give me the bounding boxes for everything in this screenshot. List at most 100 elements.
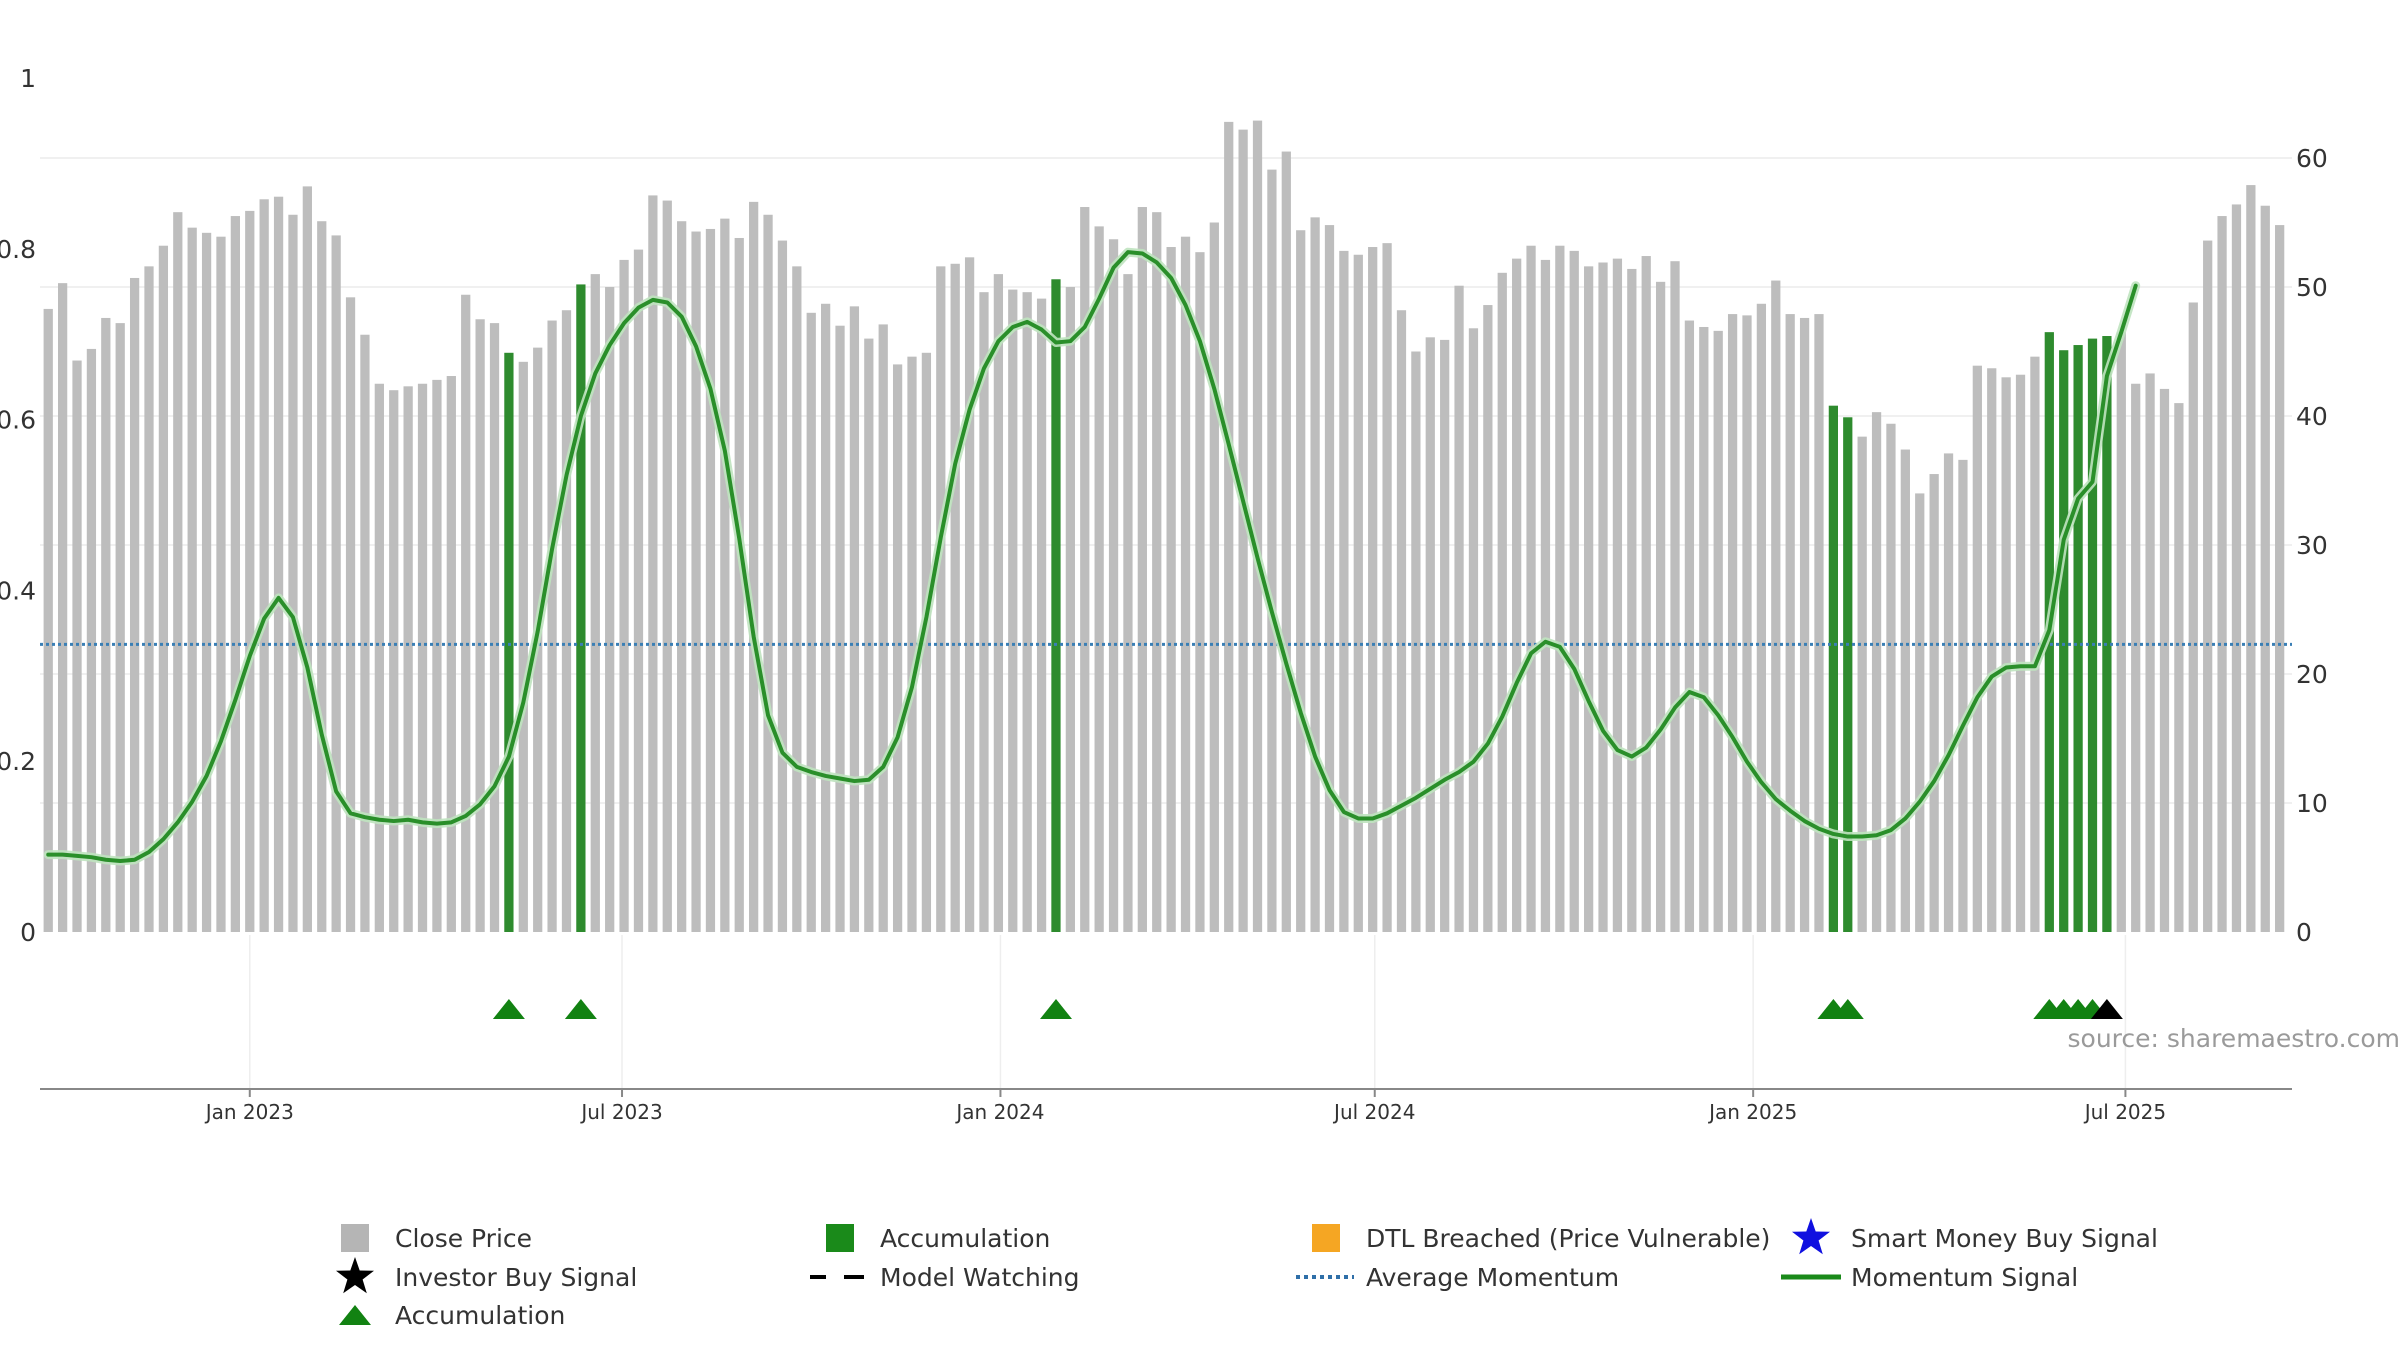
close-price-bar — [1641, 256, 1651, 932]
close-price-bar — [1742, 315, 1752, 932]
close-price-bar — [1411, 351, 1421, 932]
close-price-bar — [1008, 289, 1018, 933]
investor-buy-marker — [2090, 999, 2123, 1019]
accumulation-bar — [504, 352, 514, 932]
close-price-bar — [892, 364, 903, 932]
close-price-bar — [489, 323, 500, 932]
right-axis-tick-label: 50 — [2296, 273, 2328, 302]
close-price-bar — [691, 231, 701, 932]
close-price-bar — [677, 221, 687, 932]
accumulation-bar — [2087, 338, 2098, 933]
close-price-bar — [86, 348, 97, 932]
close-price-bar — [1440, 339, 1450, 932]
close-price-bar — [1512, 258, 1522, 932]
close-price-bar — [547, 320, 557, 932]
close-price-bar — [864, 338, 874, 933]
close-price-bar — [936, 266, 946, 932]
close-price-bar — [43, 308, 53, 932]
close-price-bar — [446, 376, 456, 932]
close-price-bar — [1814, 314, 1824, 933]
close-price-bar — [1396, 310, 1407, 933]
close-price-bar — [921, 352, 932, 932]
close-price-bar — [1353, 254, 1363, 932]
close-price-bar — [1483, 305, 1493, 932]
close-price-bar — [1929, 474, 1939, 932]
close-price-bar — [1771, 280, 1781, 932]
close-price-bar — [1368, 247, 1378, 932]
close-price-bar — [633, 249, 644, 933]
source-label: source: sharemaestro.com — [2068, 1024, 2400, 1053]
close-price-bar — [590, 274, 600, 933]
close-price-bar — [1022, 292, 1032, 932]
close-price-bar — [1267, 169, 1277, 933]
right-axis-tick-label: 0 — [2296, 918, 2312, 947]
close-price-bar — [1180, 236, 1191, 932]
legend-label: Model Watching — [880, 1263, 1080, 1292]
x-axis-tick-label: Jul 2025 — [2083, 1100, 2166, 1124]
close-price-bar — [1684, 320, 1695, 932]
x-axis-tick-label: Jul 2023 — [579, 1100, 662, 1124]
close-price-bar — [2275, 225, 2285, 932]
close-price-bar — [1943, 453, 1954, 932]
close-price-bar — [1296, 230, 1306, 933]
close-price-bar — [1238, 129, 1248, 932]
close-price-bar — [1799, 317, 1810, 933]
close-price-bar — [273, 196, 284, 932]
close-price-bar — [1857, 436, 1867, 932]
right-axis-tick-label: 30 — [2296, 531, 2328, 560]
close-price-bar — [259, 199, 269, 932]
legend-label: Accumulation — [880, 1224, 1050, 1253]
legend-label: Smart Money Buy Signal — [1851, 1224, 2158, 1253]
legend-item: Momentum Signal — [1781, 1263, 2078, 1292]
close-price-bar — [1526, 245, 1536, 933]
close-price-bar — [2131, 383, 2141, 932]
legend-item: Accumulation — [826, 1224, 1050, 1253]
legend-item: Average Momentum — [1296, 1263, 1619, 1292]
close-price-bar — [1555, 245, 1565, 933]
legend-item: Investor Buy Signal — [336, 1257, 637, 1294]
left-axis-tick-label: 0 — [20, 918, 36, 947]
accumulation-bar — [1843, 417, 1853, 932]
close-price-bar — [2145, 373, 2155, 932]
close-price-bar — [1612, 258, 1623, 932]
close-price-bar — [1655, 281, 1666, 933]
close-price-bar — [1713, 330, 1723, 932]
close-price-bar — [1598, 262, 1608, 932]
legend-item: Smart Money Buy Signal — [1792, 1218, 2158, 1255]
legend-symbol-square — [341, 1224, 369, 1252]
close-price-bar — [1497, 272, 1507, 932]
legend-symbol-star — [336, 1257, 374, 1294]
accumulation-marker — [1831, 999, 1864, 1019]
accumulation-marker — [564, 999, 597, 1019]
accumulation-marker — [492, 999, 525, 1019]
close-price-bar — [1094, 226, 1104, 932]
close-price-bar — [950, 263, 960, 932]
close-price-bar — [993, 274, 1004, 933]
legend-item: Close Price — [341, 1224, 532, 1253]
legend-label: Accumulation — [395, 1301, 565, 1330]
close-price-bar — [317, 221, 327, 932]
close-price-bar — [734, 237, 744, 933]
x-axis-tick-label: Jul 2024 — [1332, 1100, 1415, 1124]
right-axis-tick-label: 60 — [2296, 144, 2328, 173]
close-price-bar — [561, 310, 572, 933]
close-price-bar — [662, 200, 672, 932]
close-price-bar — [417, 383, 428, 932]
close-price-bar — [1036, 298, 1047, 932]
close-price-bar — [792, 266, 802, 932]
close-price-bar — [619, 259, 629, 932]
close-price-bar — [1454, 285, 1464, 933]
close-price-bar — [302, 186, 312, 932]
close-price-bar — [72, 360, 82, 932]
close-price-bar — [1123, 274, 1133, 933]
accumulation-bar — [576, 284, 586, 932]
close-price-bar — [144, 266, 154, 932]
legend-symbol-square — [826, 1224, 854, 1252]
left-axis-tick-label: 1 — [20, 64, 36, 93]
x-axis-tick-label: Jan 2023 — [204, 1100, 294, 1124]
close-price-bar — [288, 214, 298, 932]
close-price-bar — [1065, 287, 1075, 932]
close-price-bar — [2203, 240, 2213, 932]
grid-lines — [40, 157, 2292, 1089]
